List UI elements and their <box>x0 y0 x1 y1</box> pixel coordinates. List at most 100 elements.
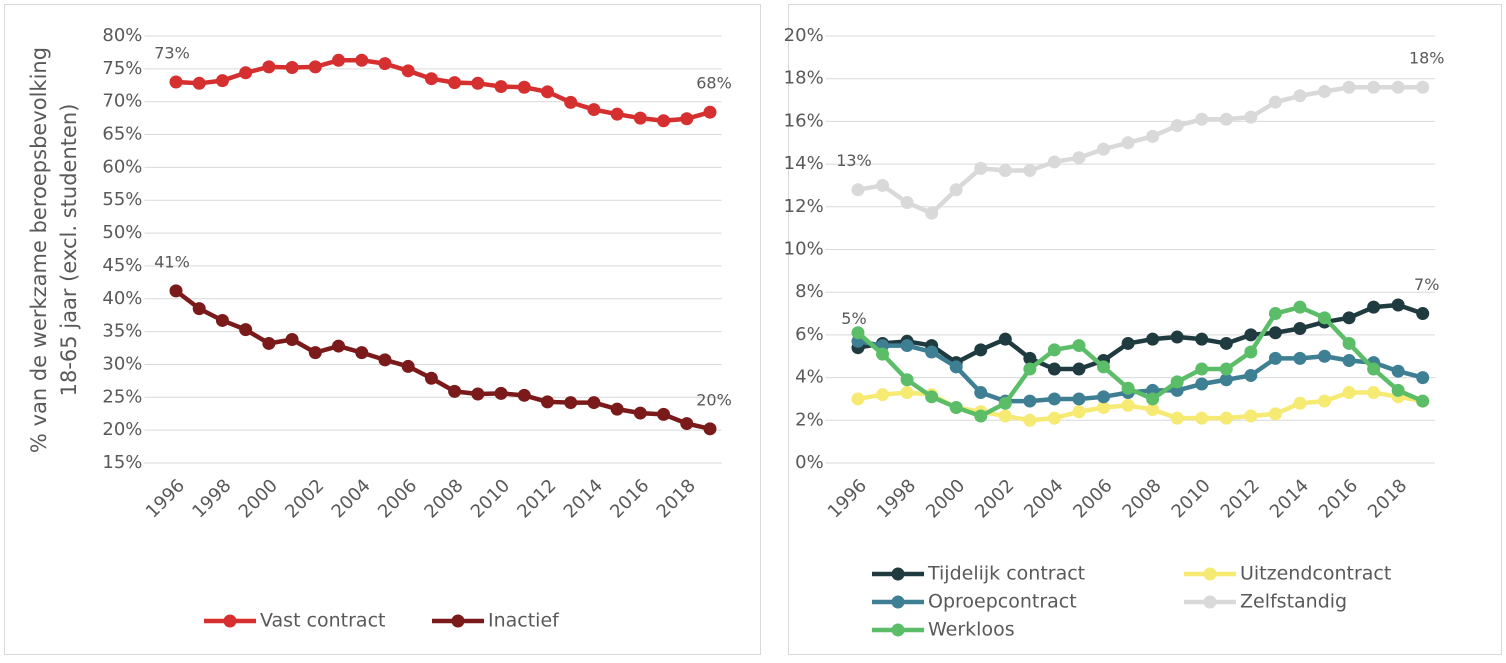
y-tick-label: 0% <box>795 452 824 473</box>
marker <box>1268 95 1282 109</box>
marker <box>633 111 647 125</box>
marker <box>239 323 253 337</box>
marker <box>1416 371 1430 385</box>
marker <box>851 183 865 197</box>
marker <box>1318 85 1332 99</box>
y-tick-label: 10% <box>784 239 824 260</box>
marker <box>1416 394 1430 408</box>
y-tick-label: 14% <box>784 153 824 174</box>
marker <box>1391 80 1405 94</box>
legend-marker <box>451 614 465 628</box>
data-label: 13% <box>836 151 872 170</box>
marker <box>215 74 229 88</box>
y-tick-label: 20% <box>784 25 824 46</box>
data-label: 20% <box>696 390 732 409</box>
marker <box>1244 368 1258 382</box>
marker <box>517 388 531 402</box>
marker <box>1121 398 1135 412</box>
marker <box>1047 411 1061 425</box>
marker <box>1146 332 1160 346</box>
marker <box>1219 112 1233 126</box>
marker <box>1391 298 1405 312</box>
y-tick-label: 25% <box>102 386 142 407</box>
marker <box>1293 321 1307 335</box>
marker <box>169 284 183 298</box>
marker <box>1219 373 1233 387</box>
marker <box>1268 407 1282 421</box>
marker <box>1047 362 1061 376</box>
marker <box>1072 151 1086 165</box>
marker <box>925 345 939 359</box>
marker <box>1170 375 1184 389</box>
y-tick-label: 75% <box>102 58 142 79</box>
marker <box>1244 345 1258 359</box>
y-tick-label: 80% <box>102 25 142 46</box>
marker <box>974 161 988 175</box>
marker <box>1146 392 1160 406</box>
marker <box>1023 413 1037 427</box>
marker <box>657 407 671 421</box>
marker <box>998 164 1012 178</box>
marker <box>998 409 1012 423</box>
marker <box>657 114 671 128</box>
marker <box>1195 362 1209 376</box>
legend-label: Inactief <box>488 610 560 632</box>
marker <box>192 76 206 90</box>
marker <box>876 178 890 192</box>
marker <box>998 332 1012 346</box>
marker <box>1391 383 1405 397</box>
marker <box>1023 164 1037 178</box>
marker <box>949 400 963 414</box>
marker <box>1318 394 1332 408</box>
marker <box>587 103 601 117</box>
marker <box>1023 362 1037 376</box>
marker <box>1293 351 1307 365</box>
legend-marker <box>1203 567 1217 581</box>
marker <box>851 326 865 340</box>
marker <box>1170 119 1184 133</box>
marker <box>1170 330 1184 344</box>
marker <box>1293 396 1307 410</box>
marker <box>1072 392 1086 406</box>
marker <box>1121 136 1135 150</box>
marker <box>1293 89 1307 103</box>
marker <box>900 339 914 353</box>
marker <box>401 359 415 373</box>
marker <box>540 85 554 99</box>
marker <box>587 396 601 410</box>
y-tick-label: 15% <box>102 452 142 473</box>
marker <box>494 386 508 400</box>
y-tick-label: 6% <box>795 324 824 345</box>
data-label: 7% <box>1414 275 1439 294</box>
marker <box>1170 411 1184 425</box>
y-tick-label: 40% <box>102 288 142 309</box>
marker <box>974 386 988 400</box>
marker <box>680 417 694 431</box>
marker <box>471 76 485 90</box>
marker <box>239 66 253 80</box>
marker <box>1195 112 1209 126</box>
legend-label: Zelfstandig <box>1240 591 1347 613</box>
marker <box>332 53 346 67</box>
marker <box>378 353 392 367</box>
y-axis-label: % van de werkzame beroepsbevolking <box>27 47 51 453</box>
marker <box>494 80 508 94</box>
y-tick-label: 70% <box>102 91 142 112</box>
marker <box>1072 362 1086 376</box>
marker <box>610 402 624 416</box>
marker <box>1318 311 1332 325</box>
marker <box>998 396 1012 410</box>
y-tick-label: 50% <box>102 222 142 243</box>
marker <box>355 346 369 360</box>
marker <box>876 347 890 361</box>
marker <box>285 61 299 75</box>
marker <box>900 373 914 387</box>
y-tick-label: 35% <box>102 321 142 342</box>
marker <box>1391 364 1405 378</box>
y-tick-label: 55% <box>102 189 142 210</box>
legend-label: Vast contract <box>260 610 385 632</box>
panel <box>788 4 1502 655</box>
y-axis-label: 18-65 jaar (excl. studenten) <box>57 104 81 397</box>
marker <box>1367 386 1381 400</box>
